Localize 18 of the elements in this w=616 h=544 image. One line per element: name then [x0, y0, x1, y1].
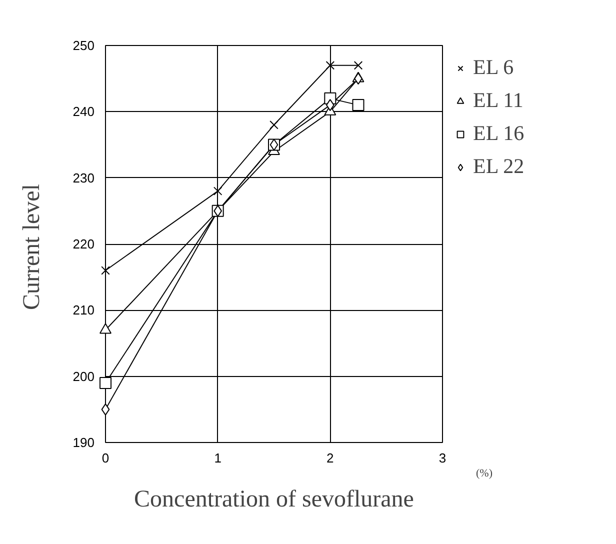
x-axis-title: Concentration of sevoflurane — [134, 486, 414, 512]
y-axis-title: Current level — [18, 184, 45, 310]
legend-label: EL 22 — [473, 154, 524, 179]
y-tick-label: 250 — [72, 38, 95, 53]
x-tick-label: 2 — [326, 450, 334, 466]
y-tick-label: 220 — [72, 236, 95, 252]
y-tick-label: 210 — [72, 302, 95, 318]
x-tick-label: 1 — [214, 450, 222, 466]
y-tick-label: 190 — [72, 435, 95, 450]
x-tick-label: 0 — [102, 450, 110, 466]
legend-label: EL 11 — [473, 88, 524, 113]
y-tick-label: 230 — [72, 170, 95, 186]
y-tick-label: 240 — [72, 104, 95, 120]
text: (%) — [476, 468, 493, 480]
legend-label: EL 16 — [473, 121, 524, 146]
legend-label: EL 6 — [473, 55, 514, 80]
x-tick-label: 3 — [438, 450, 446, 466]
y-tick-label: 200 — [72, 368, 95, 384]
